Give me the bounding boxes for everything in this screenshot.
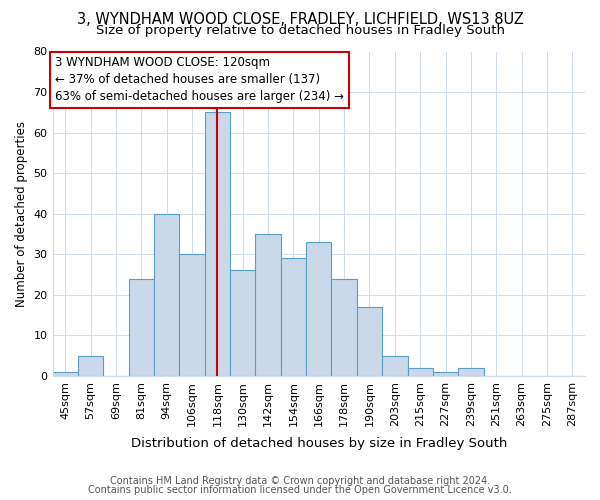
- Text: Contains public sector information licensed under the Open Government Licence v3: Contains public sector information licen…: [88, 485, 512, 495]
- Text: 3 WYNDHAM WOOD CLOSE: 120sqm
← 37% of detached houses are smaller (137)
63% of s: 3 WYNDHAM WOOD CLOSE: 120sqm ← 37% of de…: [55, 56, 344, 104]
- Bar: [205, 112, 230, 376]
- X-axis label: Distribution of detached houses by size in Fradley South: Distribution of detached houses by size …: [131, 437, 507, 450]
- Y-axis label: Number of detached properties: Number of detached properties: [15, 120, 28, 306]
- Bar: [78, 356, 103, 376]
- Bar: [407, 368, 433, 376]
- Bar: [256, 234, 281, 376]
- Bar: [179, 254, 205, 376]
- Bar: [382, 356, 407, 376]
- Text: 3, WYNDHAM WOOD CLOSE, FRADLEY, LICHFIELD, WS13 8UZ: 3, WYNDHAM WOOD CLOSE, FRADLEY, LICHFIEL…: [77, 12, 523, 28]
- Bar: [357, 307, 382, 376]
- Text: Contains HM Land Registry data © Crown copyright and database right 2024.: Contains HM Land Registry data © Crown c…: [110, 476, 490, 486]
- Bar: [306, 242, 331, 376]
- Bar: [230, 270, 256, 376]
- Bar: [128, 278, 154, 376]
- Bar: [331, 278, 357, 376]
- Bar: [154, 214, 179, 376]
- Bar: [281, 258, 306, 376]
- Bar: [53, 372, 78, 376]
- Text: Size of property relative to detached houses in Fradley South: Size of property relative to detached ho…: [95, 24, 505, 37]
- Bar: [458, 368, 484, 376]
- Bar: [433, 372, 458, 376]
